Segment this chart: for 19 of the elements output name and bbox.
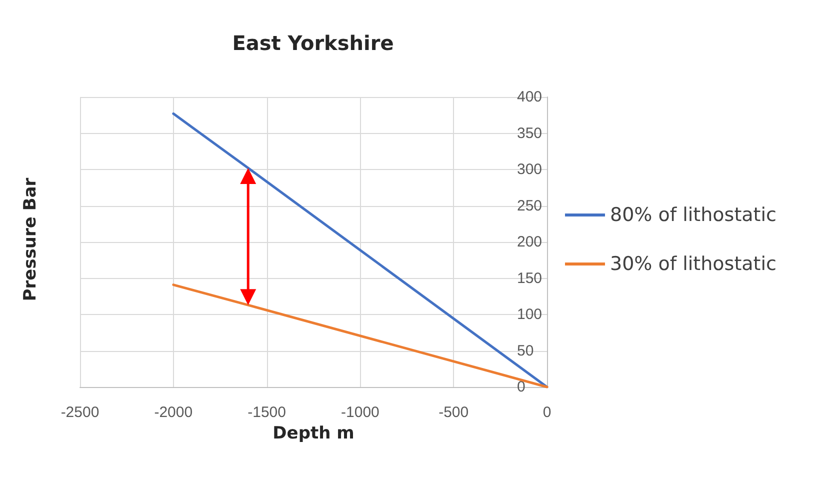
x-tick-label: -2000 [154, 404, 193, 421]
chart-title: East Yorkshire [232, 31, 394, 55]
x-tick-label: -1000 [341, 404, 380, 421]
x-tick-label: -2500 [60, 404, 100, 421]
y-tick-label: 100 [517, 306, 542, 323]
y-tick-label: 0 [517, 378, 526, 396]
y-tick-label: 300 [517, 161, 542, 178]
y-tick-label: 250 [517, 197, 542, 214]
legend-label: 80% of lithostatic [610, 204, 776, 226]
x-tick-label: -500 [438, 404, 469, 421]
y-tick-label: 400 [517, 88, 542, 106]
y-tick-label: 200 [517, 234, 542, 250]
x-axis-title: Depth m [272, 423, 354, 444]
y-tick-label: 50 [517, 342, 534, 360]
y-tick-label: 350 [517, 124, 542, 142]
y-tick-label: 150 [517, 270, 542, 287]
legend-label: 30% of lithostatic [610, 253, 776, 275]
x-tick-label: -1500 [248, 404, 286, 421]
y-axis-title: Pressure Bar [20, 177, 40, 302]
